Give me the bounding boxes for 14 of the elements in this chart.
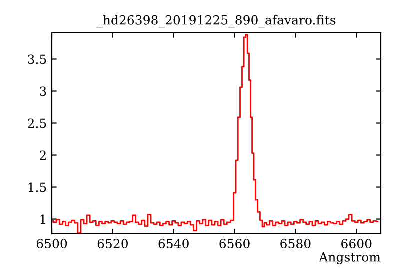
x-tick-label: 6600 bbox=[342, 239, 372, 249]
y-tick-label: 1 bbox=[40, 214, 46, 224]
y-tick-label: 3 bbox=[40, 86, 46, 96]
x-tick-label: 6520 bbox=[98, 239, 128, 249]
chart-title: _hd26398_20191225_890_afavaro.fits bbox=[96, 15, 336, 28]
y-tick-label: 3.5 bbox=[28, 54, 46, 64]
y-tick-label: 2 bbox=[40, 150, 46, 160]
x-tick-label: 6500 bbox=[36, 239, 68, 249]
x-axis-title: Angstrom bbox=[319, 252, 381, 264]
x-tick-label: 6560 bbox=[220, 239, 250, 249]
x-tick-label: 6540 bbox=[158, 239, 189, 249]
x-tick-label: 6580 bbox=[280, 239, 311, 249]
y-tick-label: 1.5 bbox=[28, 182, 46, 192]
y-tick-label: 2.5 bbox=[28, 118, 46, 128]
